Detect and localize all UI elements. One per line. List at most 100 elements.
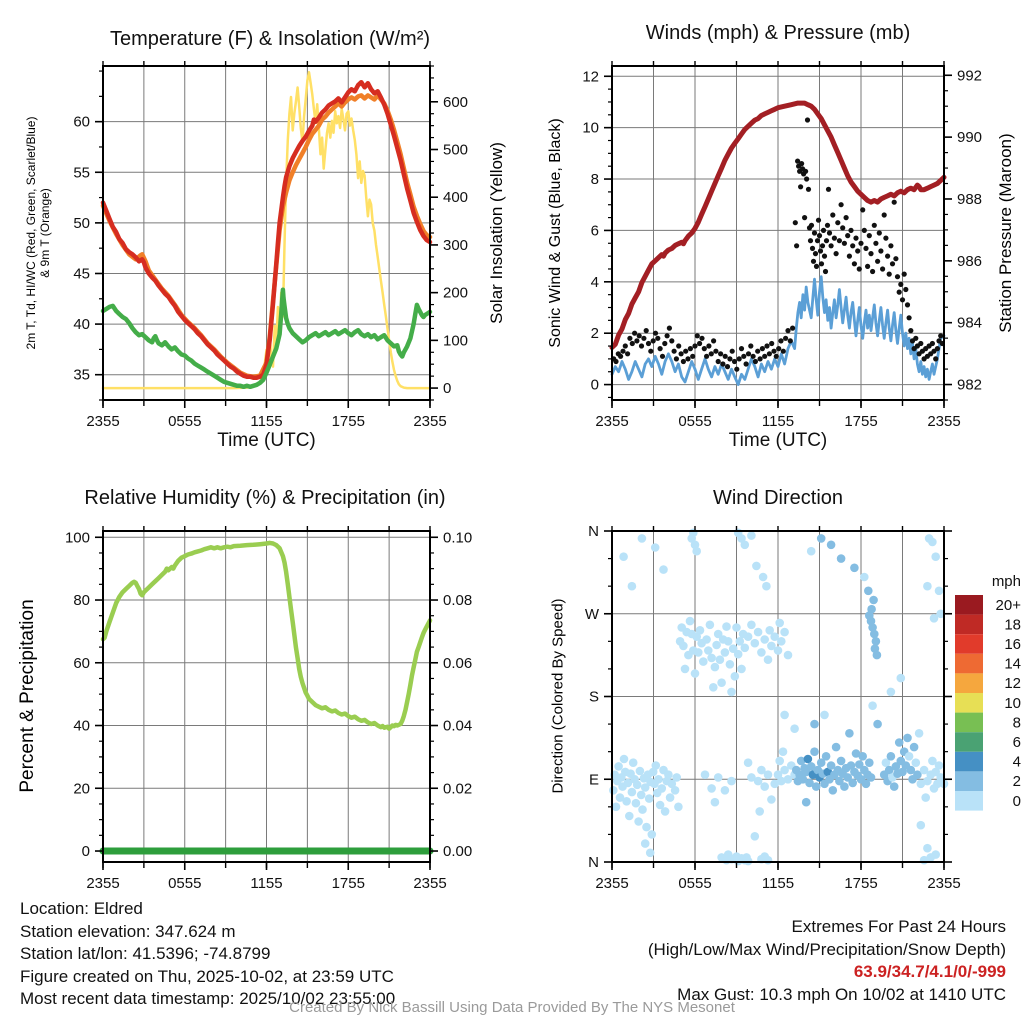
svg-text:10: 10	[1004, 695, 1021, 712]
insolation-y-axis-label: Solar Insolation (Yellow)	[487, 142, 506, 324]
svg-text:0.02: 0.02	[443, 780, 472, 797]
svg-text:100: 100	[65, 529, 90, 546]
svg-text:50: 50	[73, 215, 90, 232]
station-latlon: Station lat/lon: 41.5396; -74.8799	[20, 944, 271, 963]
svg-text:984: 984	[957, 315, 982, 332]
svg-text:E: E	[589, 771, 599, 788]
svg-text:1155: 1155	[250, 413, 282, 430]
temperature-y-axis-label: 2m T, Td, HI/WC (Red, Green, Scarlet/Blu…	[24, 117, 52, 350]
svg-text:986: 986	[957, 253, 982, 270]
svg-text:2355: 2355	[413, 413, 446, 430]
svg-text:990: 990	[957, 129, 982, 146]
svg-text:0555: 0555	[678, 875, 711, 892]
svg-text:2355: 2355	[927, 875, 960, 892]
speed-colorbar: mph 20+ 18 16 14 12 10 8 6 4 2 0	[955, 573, 1021, 811]
extremes-title: Extremes For Past 24 Hours	[791, 917, 1006, 936]
station-info-block: Location: Eldred Station elevation: 347.…	[20, 898, 395, 1011]
svg-text:12: 12	[1004, 675, 1021, 692]
svg-text:1155: 1155	[762, 413, 794, 430]
svg-text:2355: 2355	[595, 875, 628, 892]
svg-text:10: 10	[582, 120, 599, 137]
chart-title-wind-direction: Wind Direction	[712, 487, 844, 509]
svg-text:2355: 2355	[595, 413, 628, 430]
wind-y-axis-label: Sonic Wind & Gust (Blue, Black)	[547, 118, 564, 348]
svg-text:80: 80	[73, 592, 90, 609]
svg-text:400: 400	[443, 189, 468, 206]
svg-text:2: 2	[1013, 773, 1021, 790]
svg-text:0555: 0555	[168, 413, 201, 430]
temperature-x-axis-label: Time (UTC)	[217, 430, 316, 451]
svg-text:982: 982	[957, 377, 982, 394]
direction-y-axis-label: Direction (Colored By Speed)	[549, 598, 567, 794]
max-gust: Max Gust: 10.3 mph On 10/02 at 1410 UTC	[677, 984, 1006, 1004]
svg-text:200: 200	[443, 285, 468, 302]
svg-text:992: 992	[957, 67, 982, 84]
svg-text:mph: mph	[992, 573, 1021, 590]
svg-text:100: 100	[443, 332, 468, 349]
temperature-y-axis-label-line1: 2m T, Td, HI/WC (Red, Green, Scarlet/Blu…	[24, 116, 38, 350]
svg-text:1755: 1755	[332, 413, 365, 430]
svg-text:2355: 2355	[86, 875, 119, 892]
svg-text:35: 35	[73, 367, 90, 384]
svg-text:40: 40	[73, 316, 90, 333]
svg-text:55: 55	[73, 164, 90, 181]
credit-line: Created By Nick Bassill Using Data Provi…	[289, 999, 735, 1016]
svg-text:N: N	[588, 523, 599, 540]
svg-text:18: 18	[1004, 616, 1021, 633]
svg-text:300: 300	[443, 237, 468, 254]
svg-text:4: 4	[591, 274, 599, 291]
svg-text:1155: 1155	[250, 875, 282, 892]
chart-plot-1: 2355 0555 1155 1755 2355 0 2 4 6 8 10 12 982 984 986 98…	[582, 61, 982, 430]
chart-title-winds: Winds (mph) & Pressure (mb)	[645, 22, 911, 44]
pressure-y-axis-label: Station Pressure (Maroon)	[996, 133, 1015, 333]
svg-text:20: 20	[73, 780, 90, 797]
station-location: Location: Eldred	[20, 899, 143, 918]
svg-text:1755: 1755	[844, 413, 877, 430]
svg-text:2355: 2355	[413, 875, 446, 892]
svg-text:500: 500	[443, 142, 468, 159]
svg-text:4: 4	[1013, 754, 1021, 771]
svg-text:60: 60	[73, 114, 90, 131]
data-timestamp: Most recent data timestamp: 2025/10/02 2…	[20, 989, 396, 1008]
svg-text:0.10: 0.10	[443, 529, 472, 546]
figure-created: Figure created on Thu, 2025-10-02, at 23…	[20, 966, 394, 986]
chart-title-humidity: Relative Humidity (%) & Precipitation (i…	[84, 487, 446, 509]
svg-text:60: 60	[73, 655, 90, 672]
svg-text:0: 0	[82, 843, 90, 860]
svg-text:0555: 0555	[678, 413, 711, 430]
svg-text:988: 988	[957, 191, 982, 208]
svg-text:0.04: 0.04	[443, 718, 472, 735]
temperature-y-axis-label-line2: & 9m T (Orange)	[38, 188, 52, 278]
svg-text:6: 6	[591, 222, 599, 239]
svg-text:1155: 1155	[762, 875, 794, 892]
svg-text:8: 8	[591, 171, 599, 188]
svg-text:0.00: 0.00	[443, 843, 472, 860]
svg-text:600: 600	[443, 94, 468, 111]
extremes-subtitle: (High/Low/Max Wind/Precipitation/Snow De…	[647, 939, 1006, 959]
svg-text:0: 0	[591, 377, 599, 394]
svg-text:0.06: 0.06	[443, 655, 472, 672]
svg-text:S: S	[589, 689, 599, 706]
extremes-values: 63.9/34.7/4.1/0/-999	[853, 962, 1006, 981]
svg-text:1755: 1755	[332, 875, 365, 892]
chart-title-temperature: Temperature (F) & Insolation (W/m²)	[109, 28, 431, 50]
svg-text:1755: 1755	[844, 875, 877, 892]
svg-text:0.08: 0.08	[443, 592, 472, 609]
svg-text:2: 2	[591, 325, 599, 342]
svg-text:20+: 20+	[996, 597, 1022, 614]
svg-text:12: 12	[582, 68, 599, 85]
svg-text:8: 8	[1013, 714, 1021, 731]
svg-text:W: W	[585, 606, 600, 623]
svg-text:0: 0	[1013, 793, 1021, 810]
svg-text:0555: 0555	[168, 875, 201, 892]
humidity-y-axis-label: Percent & Precipitation	[17, 599, 38, 793]
svg-text:16: 16	[1004, 636, 1021, 653]
svg-text:45: 45	[73, 265, 90, 282]
svg-text:6: 6	[1013, 734, 1021, 751]
chart-plot-0: 2355 0555 1155 1755 235535404550556001002003…	[73, 61, 468, 430]
svg-text:40: 40	[73, 718, 90, 735]
svg-text:N: N	[588, 854, 599, 871]
svg-text:2355: 2355	[927, 413, 960, 430]
